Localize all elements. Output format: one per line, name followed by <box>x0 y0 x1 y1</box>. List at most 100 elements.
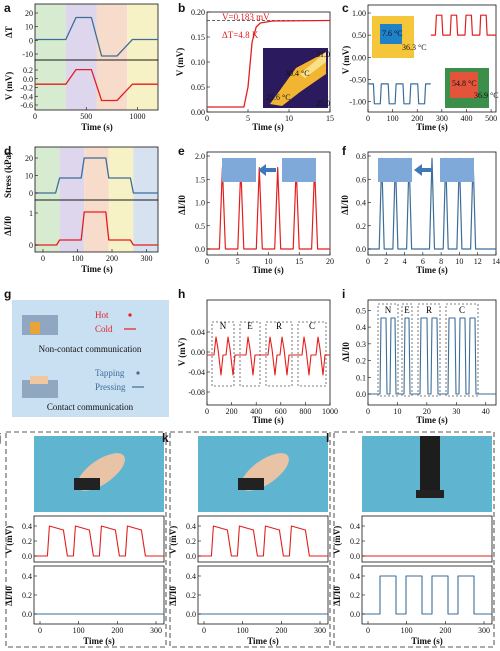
letter-N: N <box>220 321 227 331</box>
plot-frame-top <box>197 515 329 563</box>
y-tick-label: -0.6 <box>20 101 33 110</box>
y-tick-label: 0.8 <box>356 152 366 161</box>
bg-purple <box>65 4 97 110</box>
x-tick-label: 2 <box>384 257 388 266</box>
inset-label: 54.8 °C <box>452 79 477 88</box>
x-tick-label: 600 <box>275 407 287 416</box>
y-tick-label: -0.50 <box>349 75 366 84</box>
photo-hand-2 <box>440 158 474 182</box>
double-arrow-icon <box>258 164 276 176</box>
panel-b: 0.00 0.05 0.10 0.15 0.20 0 5 10 15 V (mV) Time (s)… <box>175 8 334 132</box>
plot-frame-top <box>361 515 493 563</box>
bg-green <box>35 4 66 110</box>
y-tick-label: 0.4 <box>350 572 360 581</box>
x-tick-label: 20 <box>423 407 431 416</box>
legend-hot-marker <box>128 313 132 317</box>
y-label-dI: ΔI/I0 <box>168 586 178 606</box>
panel-i: N E R C 0.0 0.1 0.2 0.3 0.4 0.5 0 10 20 30 40 ΔI/I0 Time… <box>341 299 497 425</box>
y-tick-label: 0.4 <box>22 522 32 531</box>
series-dI <box>368 157 496 250</box>
y-tick-label: 0.50 <box>352 31 366 40</box>
inset-label: 25.0 <box>316 99 330 108</box>
inset-label: 31.0 <box>316 50 330 59</box>
x-tick-label: 400 <box>460 114 472 123</box>
y-tick-label: 0.0 <box>22 610 32 619</box>
y-tick-label: 0.6 <box>356 175 366 184</box>
y-tick-label: 0.2 <box>350 591 360 600</box>
x-tick-label: 0 <box>366 114 370 123</box>
x-tick-label: 300 <box>150 626 162 635</box>
panel-label-a: a <box>4 1 11 15</box>
panel-label-f: f <box>342 144 347 158</box>
x-tick-label: 0 <box>205 407 209 416</box>
x-tick-label: 0 <box>366 407 370 416</box>
photo-hand-2 <box>282 158 316 182</box>
y-tick-label: 0.1 <box>356 373 366 382</box>
y-tick-label: -0.2 <box>20 84 33 93</box>
bg-region <box>59 147 85 252</box>
y-tick-label: -0.08 <box>188 388 205 397</box>
series-blue <box>368 83 431 105</box>
panel-label-h: h <box>178 287 185 301</box>
y-tick-label: -10 <box>22 50 33 59</box>
y-axis-label: V (mV) <box>175 48 185 77</box>
y-tick-label: 0.0 <box>350 610 360 619</box>
y-tick-label: 0.2 <box>186 591 196 600</box>
y-tick-label: 0.2 <box>22 591 32 600</box>
legend-tapping-marker <box>136 371 140 375</box>
inset-label: 7.6 °C <box>382 29 403 38</box>
plot-frame-bottom <box>33 565 165 625</box>
dotted-box <box>445 303 479 397</box>
photo-hand-1 <box>222 158 256 182</box>
plot-frame-bottom <box>34 199 159 253</box>
y-tick-label: 0.4 <box>186 522 196 531</box>
inset-cold-region <box>380 24 402 44</box>
inset-label: 25.6 °C <box>266 93 291 102</box>
annotation-dT: ΔT=4.8 K <box>222 30 259 40</box>
y-tick-label: 0.2 <box>186 537 196 546</box>
x-tick-label: 100 <box>387 114 399 123</box>
legend-tapping: Tapping <box>95 368 125 378</box>
x-tick-label: 400 <box>250 407 262 416</box>
letter-C: C <box>309 321 315 331</box>
bg-region <box>133 147 158 252</box>
bg-region <box>108 147 134 252</box>
panel-j: 0.4 0.2 0.0 V (mV) 0.4 0.2 0.0 ΔI/I0 0 100 200 300 T… <box>4 431 167 648</box>
legend-pressing: Pressing <box>95 382 126 392</box>
x-axis-label: Time (s) <box>81 264 113 274</box>
x-tick-label: 200 <box>275 626 287 635</box>
y-tick-label: 0.2 <box>350 537 360 546</box>
series-stress <box>35 157 158 194</box>
plot-frame-bottom <box>34 59 159 111</box>
x-axis-label: Time (s) <box>416 415 448 425</box>
plot-frame <box>367 4 497 113</box>
legend-contact: Contact communication <box>47 402 134 412</box>
x-tick-label: 300 <box>436 114 448 123</box>
x-tick-label: 0 <box>366 626 370 635</box>
inset-label: 30.4 °C <box>285 69 310 78</box>
series-V <box>35 68 158 102</box>
plot-frame-top <box>33 515 165 563</box>
y-tick-label: 0 <box>29 36 33 45</box>
y-tick-label: 0.2 <box>23 66 33 75</box>
inset-hot-region <box>450 72 478 98</box>
panel-c: 1.00 0.50 0.00 -0.50 -1.000 100 200 300 400 500 V … <box>341 4 499 132</box>
panel-e: 0.0 0.5 1.0 1.5 2.0 0 5 10 15 20 ΔI/I0 Time (s) <box>177 151 334 275</box>
x-tick-label: 10 <box>455 257 463 266</box>
y-axis-label: ΔI/I0 <box>341 342 351 362</box>
legend-noncontact: Non-contact communication <box>39 344 142 354</box>
letter-E: E <box>247 321 253 331</box>
x-tick-label: 0 <box>205 257 209 266</box>
dashed-frame <box>5 431 167 648</box>
y-tick-label: 0.00 <box>191 348 205 357</box>
letter-N: N <box>385 305 392 315</box>
x-tick-label: 300 <box>314 626 326 635</box>
x-tick-label: 6 <box>421 257 425 266</box>
panel-k: 0.4 0.2 0.0 V (mV) 0.4 0.2 0.0 ΔI/I0 0 100 200 300 T… <box>168 431 331 648</box>
y-label-V: V (mV) <box>4 526 14 555</box>
x-tick-label: 200 <box>226 407 238 416</box>
inset-label: 36.3 °C <box>402 43 427 52</box>
x-axis-label: Time (s) <box>416 265 448 275</box>
